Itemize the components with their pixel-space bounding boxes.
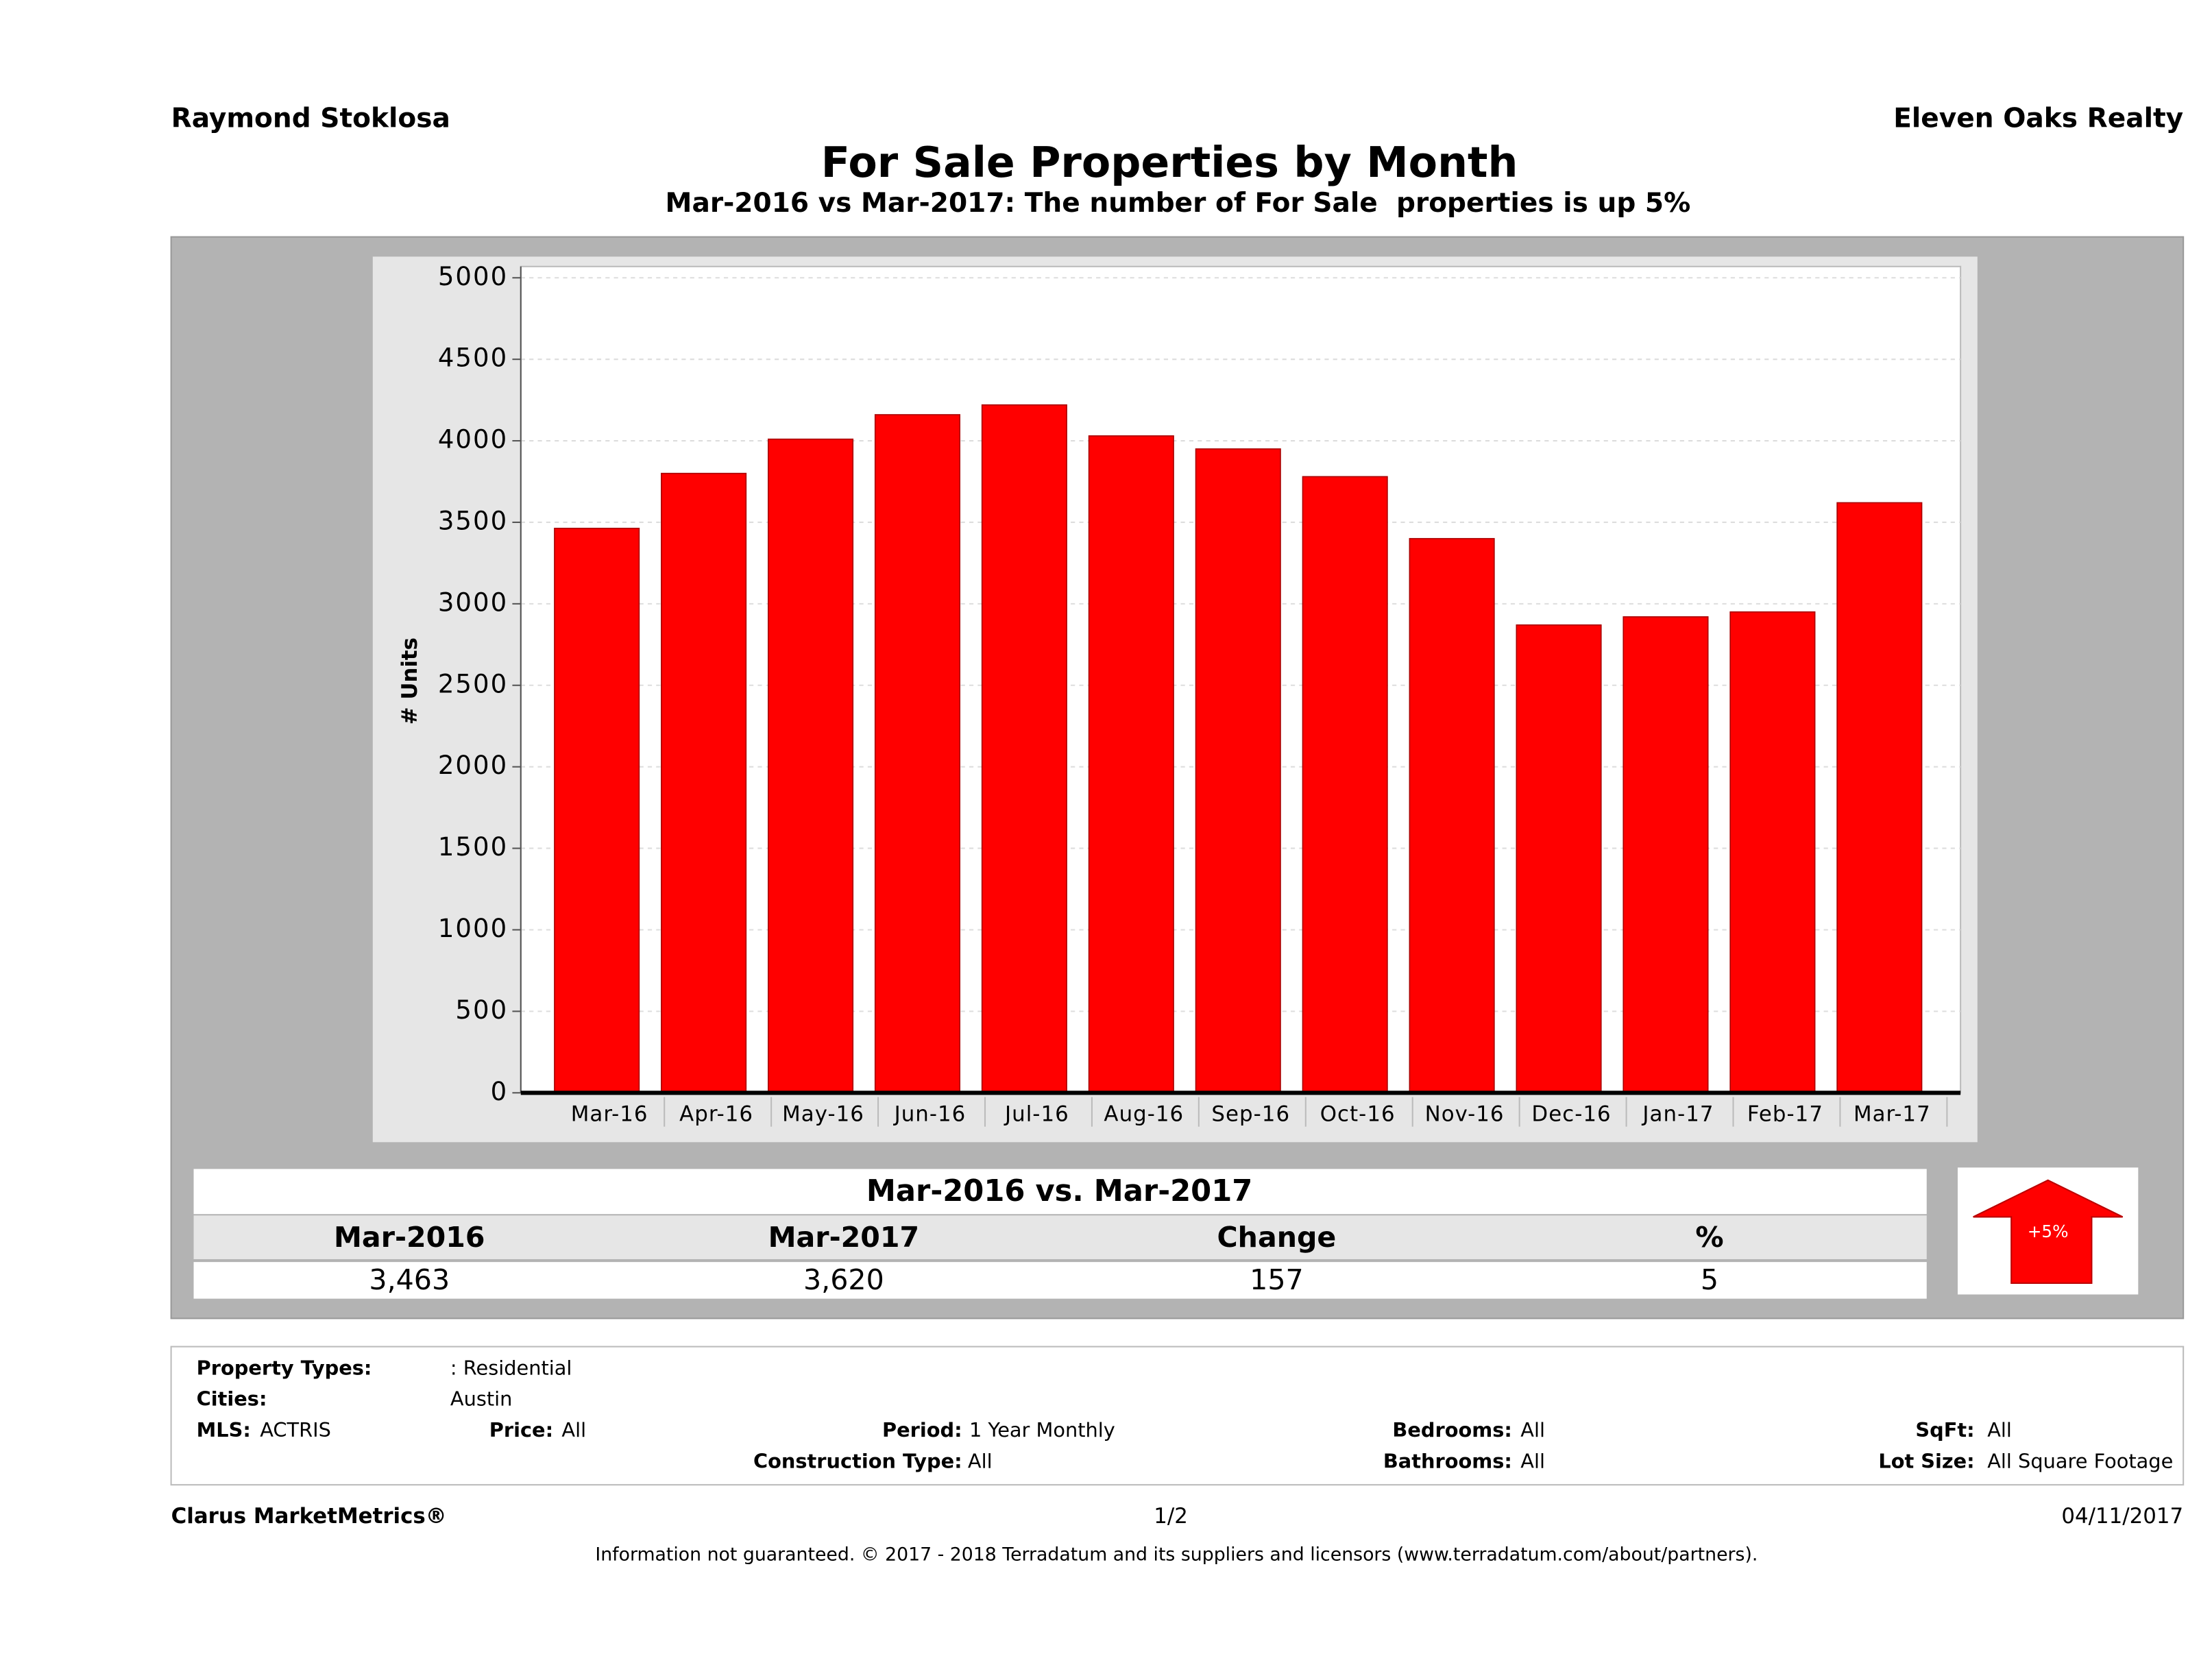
bar xyxy=(1088,435,1174,1094)
bar xyxy=(554,527,640,1094)
x-tick-label: Dec-16 xyxy=(1531,1102,1611,1127)
x-tick-label: Mar-16 xyxy=(571,1102,648,1127)
x-tick-label: Aug-16 xyxy=(1104,1102,1184,1127)
x-tick-label: Jan-17 xyxy=(1641,1102,1714,1127)
summary-header-row xyxy=(193,1215,1927,1260)
y-tick-label: 0 xyxy=(491,1077,509,1106)
y-tick-label: 2000 xyxy=(438,751,508,780)
summary-header: % xyxy=(1695,1221,1723,1254)
summary-value: 3,463 xyxy=(369,1263,450,1296)
disclaimer: Information not guaranteed. © 2017 - 201… xyxy=(595,1544,1758,1566)
bar xyxy=(1516,624,1602,1094)
x-tick-label: Apr-16 xyxy=(679,1102,753,1127)
filter-label: Bedrooms: xyxy=(1392,1418,1512,1442)
agent-name: Raymond Stoklosa xyxy=(171,103,450,134)
bar xyxy=(1302,476,1388,1094)
x-tick-label: Nov-16 xyxy=(1425,1102,1505,1127)
up-arrow xyxy=(1973,1179,2124,1285)
chart-title: For Sale Properties by Month xyxy=(821,138,1518,187)
y-tick-label: 1000 xyxy=(438,914,508,943)
y-axis-label: # Units xyxy=(398,637,422,725)
filter-value: 1 Year Monthly xyxy=(969,1418,1115,1442)
filter-label: Bathrooms: xyxy=(1383,1449,1512,1472)
brand: Clarus MarketMetrics® xyxy=(171,1504,447,1529)
report-date: 04/11/2017 xyxy=(2061,1504,2183,1529)
filter-label: Price: xyxy=(489,1418,553,1442)
y-tick-label: 1500 xyxy=(438,832,508,862)
filter-value: All xyxy=(1520,1449,1545,1472)
filter-value: Austin xyxy=(450,1387,512,1411)
filter-value: : Residential xyxy=(450,1356,572,1379)
x-tick-label: Sep-16 xyxy=(1211,1102,1290,1127)
bar xyxy=(874,414,960,1094)
summary-title-row xyxy=(193,1169,1927,1215)
x-tick-label: Jul-16 xyxy=(1004,1102,1069,1127)
y-tick-label: 4500 xyxy=(438,343,508,373)
bar xyxy=(661,472,747,1094)
y-tick-label: 4000 xyxy=(438,425,508,454)
y-tick-label: 3500 xyxy=(438,506,508,535)
summary-value: 3,620 xyxy=(803,1263,884,1296)
filter-value: All xyxy=(1520,1418,1545,1442)
summary-value: 5 xyxy=(1701,1263,1718,1296)
x-tick-label: May-16 xyxy=(782,1102,864,1127)
filter-label: Lot Size: xyxy=(1878,1449,1974,1472)
filter-value: All xyxy=(1987,1418,2012,1442)
badge-label: +5% xyxy=(2028,1221,2069,1241)
filter-value: All xyxy=(561,1418,586,1442)
summary-title: Mar-2016 vs. Mar-2017 xyxy=(866,1174,1252,1208)
y-tick-label: 3000 xyxy=(438,587,508,617)
filter-label: Cities: xyxy=(197,1387,267,1411)
summary-value: 157 xyxy=(1250,1263,1304,1296)
y-tick-label: 5000 xyxy=(438,262,508,291)
bar xyxy=(1836,502,1923,1094)
chart-subtitle: Mar-2016 vs Mar-2017: The number of For … xyxy=(666,188,1691,219)
page-number: 1/2 xyxy=(1154,1504,1188,1529)
bar xyxy=(767,438,854,1094)
y-tick-label: 2500 xyxy=(438,669,508,698)
bar xyxy=(981,404,1067,1094)
summary-value-row xyxy=(193,1262,1927,1299)
x-tick-label: Feb-17 xyxy=(1747,1102,1823,1127)
x-tick-label: Mar-17 xyxy=(1854,1102,1931,1127)
filter-value: All Square Footage xyxy=(1987,1449,2173,1472)
filter-label: SqFt: xyxy=(1915,1418,1974,1442)
bar xyxy=(1729,611,1816,1094)
x-tick-label: Jun-16 xyxy=(893,1102,967,1127)
filter-label: MLS: xyxy=(197,1418,251,1442)
filter-label: Construction Type: xyxy=(753,1449,962,1472)
x-tick-label: Oct-16 xyxy=(1320,1102,1396,1127)
filter-value: All xyxy=(968,1449,993,1472)
filter-value: ACTRIS xyxy=(260,1418,331,1442)
summary-header: Mar-2016 xyxy=(334,1221,485,1254)
bar xyxy=(1195,448,1281,1094)
filters-box xyxy=(170,1346,2185,1486)
y-tick-label: 500 xyxy=(455,995,508,1025)
company-name: Eleven Oaks Realty xyxy=(1893,103,2183,134)
summary-header: Change xyxy=(1217,1221,1337,1254)
summary-header: Mar-2017 xyxy=(768,1221,920,1254)
bar xyxy=(1622,616,1709,1094)
filter-label: Period: xyxy=(882,1418,962,1442)
bar xyxy=(1409,537,1495,1094)
filter-label: Property Types: xyxy=(197,1356,372,1379)
